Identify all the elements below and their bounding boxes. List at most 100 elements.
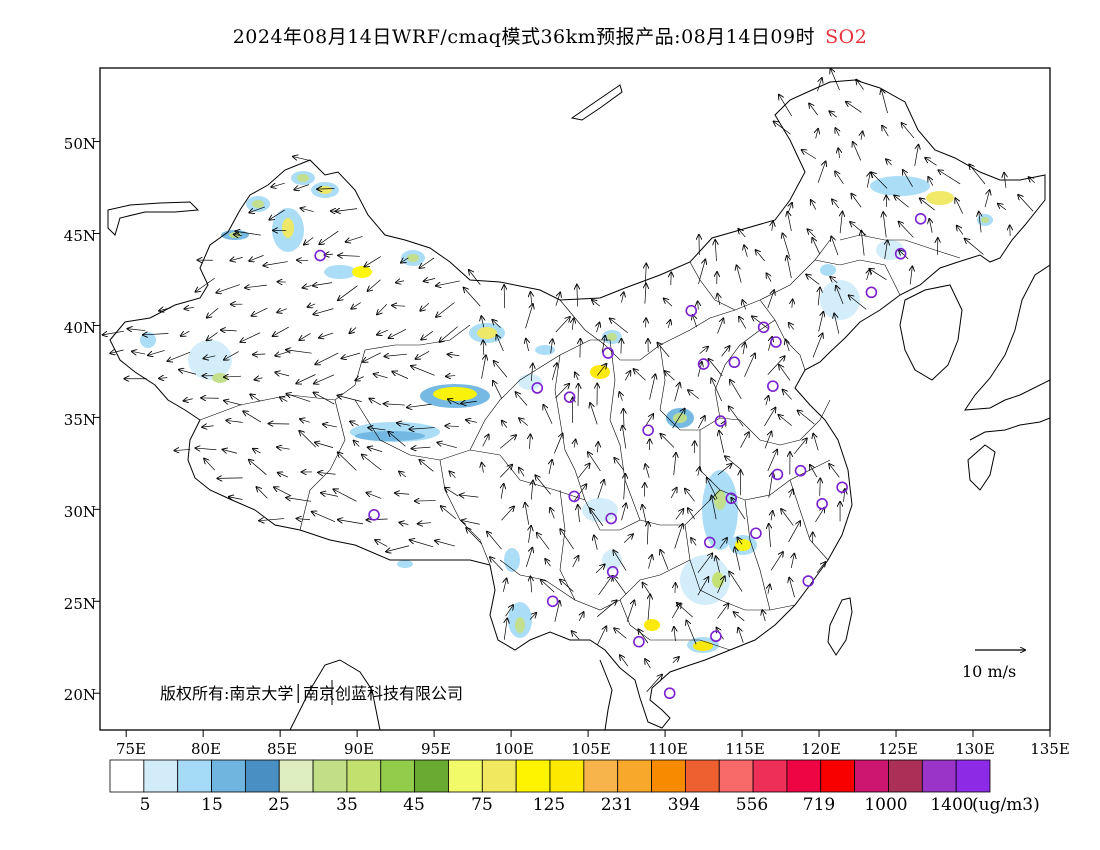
map-frame — [99, 67, 1051, 731]
wind-arrow — [342, 352, 361, 358]
colorbar-cell — [888, 759, 923, 793]
wind-arrow — [774, 121, 791, 135]
colorbar-cell — [854, 759, 889, 793]
wind-arrow — [323, 424, 337, 427]
wind-arrow — [769, 524, 771, 548]
lon-label-130e: 130E — [955, 740, 995, 758]
wind-arrow — [752, 316, 769, 329]
colorbar-cell — [820, 759, 856, 793]
wind-arrow — [674, 453, 676, 476]
wind-arrow — [435, 541, 455, 547]
wind-arrow — [179, 370, 197, 375]
wind-arrow — [554, 601, 560, 622]
wind-arrow — [399, 522, 409, 524]
wind-arrow — [346, 236, 363, 241]
wind-arrow — [312, 512, 336, 523]
wind-arrow — [739, 317, 747, 329]
wind-arrow — [812, 333, 823, 358]
station-marker — [703, 536, 716, 549]
wind-arrow — [856, 80, 864, 90]
wind-arrow — [223, 450, 238, 454]
wind-arrow — [789, 489, 792, 498]
colorbar-cell — [684, 759, 720, 793]
concentration-patch — [693, 641, 713, 651]
concentration-patch — [714, 490, 726, 510]
wind-arrow — [364, 256, 381, 267]
wind-arrow — [831, 237, 839, 256]
station-marker — [710, 630, 722, 643]
concentration-patch — [518, 374, 542, 390]
wind-arrow — [643, 583, 652, 596]
wind-arrow — [649, 374, 656, 400]
colorbar-label: 25 — [268, 795, 290, 815]
lat-label-40n: 40N — [63, 319, 96, 337]
wind-arrow — [350, 421, 359, 425]
station-marker — [771, 468, 784, 481]
concentration-patch — [504, 548, 520, 572]
wind-arrow — [286, 394, 311, 402]
wind-arrow — [645, 284, 646, 304]
wind-arrow — [882, 126, 889, 137]
wind-arrow — [549, 460, 552, 474]
wind-arrow — [338, 520, 364, 525]
wind-arrow — [271, 183, 285, 187]
wind-arrow — [735, 547, 741, 571]
lon-label-135e: 135E — [1030, 740, 1070, 758]
wind-arrow — [594, 535, 597, 550]
wind-arrow — [613, 576, 627, 595]
wind-arrow — [590, 508, 604, 526]
wind-arrow — [816, 129, 818, 139]
wind-arrow — [263, 261, 288, 266]
wind-arrow — [250, 394, 261, 402]
wind-arrow — [128, 329, 146, 331]
wind-arrow — [698, 467, 700, 476]
concentration-patch — [252, 200, 264, 208]
wind-arrow — [792, 300, 793, 308]
colorbar-cell — [312, 759, 348, 793]
lon-label-90e: 90E — [343, 740, 375, 758]
wind-arrow — [207, 332, 218, 341]
wind-arrow — [778, 415, 792, 426]
colorbar-label: 35 — [336, 795, 358, 815]
concentration-patch — [607, 333, 617, 341]
wind-arrow — [786, 340, 790, 352]
wind-arrow — [691, 538, 697, 546]
wind-arrow — [886, 196, 887, 207]
wind-arrow — [674, 383, 680, 402]
wind-arrow — [592, 300, 601, 307]
wind-arrow — [969, 164, 986, 185]
lon-label-95e: 95E — [420, 740, 452, 758]
wind-arrow — [303, 285, 312, 287]
colorbar-cell — [752, 759, 788, 793]
station-marker — [697, 358, 710, 370]
wind-arrow — [420, 460, 434, 472]
wind-arrow — [642, 505, 648, 526]
wind-arrow — [537, 533, 550, 550]
wind-arrow — [269, 209, 285, 220]
wind-arrow — [409, 428, 435, 430]
wind-arrow — [731, 498, 746, 520]
wind-arrow — [572, 556, 579, 568]
wind-arrow — [767, 290, 774, 309]
wind-arrow — [482, 463, 484, 473]
wind-arrow — [903, 170, 913, 187]
wind-arrow — [807, 229, 816, 238]
wind-arrow — [196, 448, 217, 450]
wind-arrow — [541, 580, 555, 593]
wind-vectors — [103, 69, 1035, 693]
concentration-patch — [644, 619, 660, 631]
wind-arrow — [610, 318, 628, 334]
wind-arrow — [928, 177, 932, 186]
colorbar-cell — [718, 759, 754, 793]
wind-arrow — [256, 487, 268, 499]
wind-arrow — [499, 465, 512, 478]
wind-arrow — [578, 464, 589, 478]
wind-arrow — [767, 273, 772, 282]
station-marker — [633, 635, 645, 648]
wind-arrow — [677, 603, 693, 618]
wind-arrow — [597, 364, 606, 376]
wind-arrow — [274, 487, 291, 496]
caspian-outline — [107, 201, 200, 236]
wind-arrow — [766, 396, 769, 406]
wind-arrow — [789, 578, 795, 598]
